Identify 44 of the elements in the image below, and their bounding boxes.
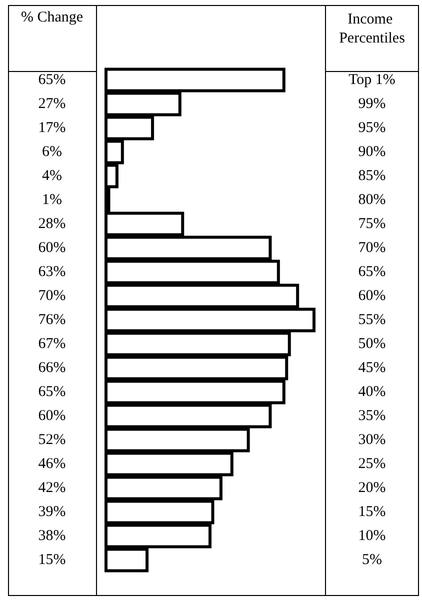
- data-label: 65%: [38, 384, 66, 400]
- data-label: 67%: [38, 336, 66, 352]
- y-tick-label: 50%: [358, 336, 386, 352]
- data-label: 60%: [38, 408, 66, 424]
- y-tick-label: 45%: [358, 360, 386, 376]
- data-label: 70%: [38, 288, 66, 304]
- y-tick-label: 90%: [358, 144, 386, 160]
- y-tick-label: 85%: [358, 168, 386, 184]
- y-tick-label: 99%: [358, 96, 386, 112]
- data-label: 1%: [42, 192, 62, 208]
- y-tick-label: 70%: [358, 240, 386, 256]
- data-label: 38%: [38, 528, 66, 544]
- data-label: 65%: [38, 72, 66, 88]
- data-label: 60%: [38, 240, 66, 256]
- data-label: 28%: [38, 216, 66, 232]
- data-label: 17%: [38, 120, 66, 136]
- y-tick-label: 40%: [358, 384, 386, 400]
- data-label: 15%: [38, 552, 66, 568]
- data-label: 66%: [38, 360, 66, 376]
- data-label: 52%: [38, 432, 66, 448]
- y-tick-label: 65%: [358, 264, 386, 280]
- y-tick-label: 95%: [358, 120, 386, 136]
- y-tick-label: 5%: [362, 552, 382, 568]
- data-label: 4%: [42, 168, 62, 184]
- y-tick-label: 20%: [358, 480, 386, 496]
- data-label: 27%: [38, 96, 66, 112]
- y-tick-label: 75%: [358, 216, 386, 232]
- y-axis-title: Income Percentiles: [339, 12, 406, 46]
- data-label: 46%: [38, 456, 66, 472]
- y-tick-label: 55%: [358, 312, 386, 328]
- y-tick-label: 30%: [358, 432, 386, 448]
- y-tick-label: 35%: [358, 408, 386, 424]
- y-tick-label: 80%: [358, 192, 386, 208]
- data-label: 76%: [38, 312, 66, 328]
- y-tick-label: 60%: [358, 288, 386, 304]
- y-tick-label: 25%: [358, 456, 386, 472]
- data-label: 6%: [42, 144, 62, 160]
- y-tick-label: Top 1%: [348, 72, 396, 88]
- y-tick-label: 15%: [358, 504, 386, 520]
- x-axis-title: % Change: [20, 10, 84, 26]
- y-tick-label: 10%: [358, 528, 386, 544]
- data-label: 63%: [38, 264, 66, 280]
- data-label: 39%: [38, 504, 66, 520]
- data-label: 42%: [38, 480, 66, 496]
